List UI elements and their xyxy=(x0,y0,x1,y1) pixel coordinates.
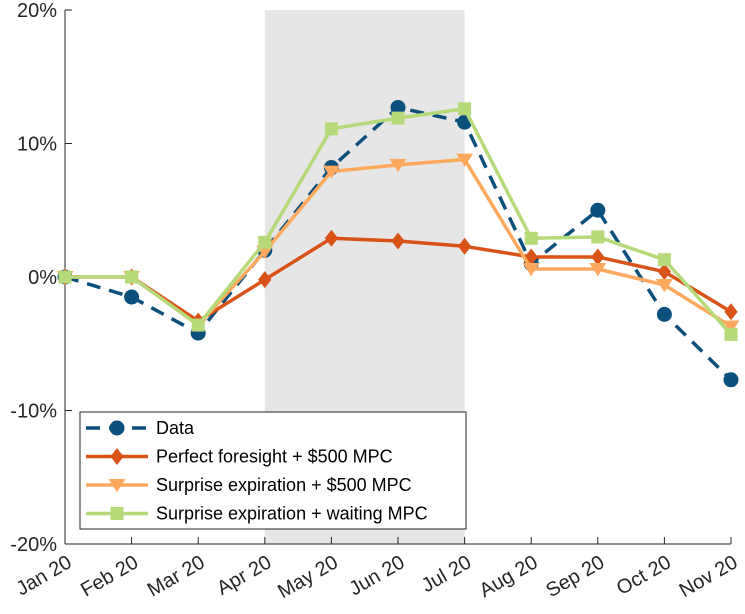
data-point xyxy=(657,263,672,281)
x-tick-label: Aug 20 xyxy=(476,551,542,602)
y-tick-label: -10% xyxy=(10,401,57,423)
data-point xyxy=(324,229,339,247)
legend: Data Perfect foresight + $500 MPC Surprise… xyxy=(79,411,467,530)
data-point xyxy=(391,111,405,125)
data-point xyxy=(522,263,540,277)
y-tick-label: 0% xyxy=(28,267,57,289)
legend-swatch-marker xyxy=(110,448,124,465)
data-point xyxy=(524,231,538,245)
legend-label: Perfect foresight + $500 MPC xyxy=(156,447,393,467)
data-point xyxy=(590,202,606,218)
x-tick-label: Jul 20 xyxy=(418,551,475,597)
x-tick-label: Sep 20 xyxy=(542,551,608,602)
data-point xyxy=(656,306,672,322)
x-tick-label: Jan 20 xyxy=(12,551,75,600)
data-point xyxy=(258,271,272,289)
data-point xyxy=(456,153,474,167)
x-tick-label: Feb 20 xyxy=(77,551,142,601)
y-tick-label: -20% xyxy=(10,534,57,556)
legend-label: Data xyxy=(156,418,195,438)
y-tick-label: 10% xyxy=(17,134,57,156)
data-point xyxy=(657,253,671,267)
data-point xyxy=(391,232,405,250)
x-tick-label: Jun 20 xyxy=(345,551,408,600)
data-point xyxy=(324,122,338,136)
legend-swatch-marker xyxy=(109,420,125,436)
legend-label: Surprise expiration + waiting MPC xyxy=(156,504,428,524)
data-point xyxy=(591,230,605,244)
legend-swatch-marker xyxy=(108,479,126,493)
data-point xyxy=(322,165,340,179)
data-point xyxy=(722,320,740,334)
data-point xyxy=(390,99,406,115)
data-point xyxy=(125,270,139,284)
legend-item: Surprise expiration + waiting MPC xyxy=(86,504,428,524)
legend-swatch-marker xyxy=(110,507,124,520)
legend-item: Data xyxy=(86,418,195,438)
legend-label: Surprise expiration + $500 MPC xyxy=(156,475,412,495)
x-tick-label: Nov 20 xyxy=(676,551,742,602)
data-point xyxy=(58,270,72,284)
data-point xyxy=(724,303,738,321)
x-tick-label: Apr 20 xyxy=(213,551,275,600)
data-point xyxy=(258,235,272,249)
data-point xyxy=(191,318,205,332)
legend-box xyxy=(79,411,467,530)
x-tick-label: May 20 xyxy=(274,551,342,603)
data-point xyxy=(458,102,472,116)
legend-item: Surprise expiration + $500 MPC xyxy=(86,475,412,495)
data-point xyxy=(457,237,472,255)
x-tick-label: Mar 20 xyxy=(144,551,209,601)
y-tick-labels: -20% -10% 0% 10% 20% xyxy=(10,0,57,556)
data-point xyxy=(655,279,673,293)
x-tick-label: Oct 20 xyxy=(613,551,675,600)
series-surprise-expiration-waiting-mpc xyxy=(58,102,738,341)
data-point xyxy=(389,158,407,173)
data-point xyxy=(589,263,607,277)
series-layer xyxy=(56,99,740,388)
data-point xyxy=(591,248,605,266)
legend-item: Perfect foresight + $500 MPC xyxy=(86,447,393,467)
data-point xyxy=(723,372,739,388)
data-point xyxy=(124,289,140,305)
data-point xyxy=(724,327,738,341)
y-tick-label: 20% xyxy=(17,0,57,22)
